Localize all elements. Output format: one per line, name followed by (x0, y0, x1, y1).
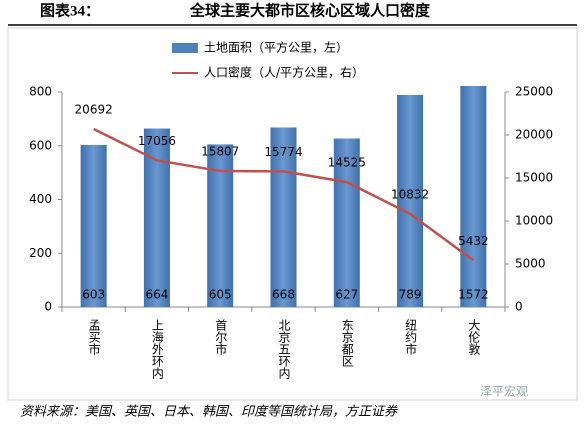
y2-tick-label: 5000 (515, 257, 546, 271)
point-label: 17056 (138, 134, 176, 148)
x-tick-label: 大伦敦 (467, 319, 481, 356)
y-tick-label: 0 (44, 300, 52, 314)
bar-label: 627 (335, 288, 358, 302)
point-label: 15774 (264, 145, 302, 159)
x-tick-label: 北京五环内 (277, 319, 291, 379)
bar (143, 128, 170, 307)
bar (80, 144, 107, 307)
x-tick-label: 首尔市 (214, 319, 228, 355)
bar-label: 603 (82, 288, 105, 302)
bar (460, 86, 487, 307)
bar (333, 138, 360, 307)
bar-label: 668 (272, 288, 295, 302)
figure-title: 全球主要大都市区核心区域人口密度 (189, 1, 431, 19)
point-label: 14525 (328, 156, 366, 170)
figure-label: 图表34： (40, 1, 100, 19)
line (93, 127, 475, 262)
x-tick-label: 上海外环内 (150, 319, 164, 379)
bar (270, 127, 297, 307)
chart-frame (7, 27, 578, 401)
x-tick-label: 孟买市 (87, 319, 101, 355)
y2-tick-label: 20000 (515, 128, 553, 142)
point-label: 10832 (391, 187, 429, 201)
legend-label: 人口密度（人/平方公里，右） (204, 65, 364, 80)
y2-tick-label: 15000 (515, 171, 553, 185)
point-label: 5432 (458, 234, 489, 248)
bar-label: 664 (145, 288, 168, 302)
y-tick-label: 400 (29, 192, 52, 206)
y-tick-label: 600 (29, 138, 52, 152)
y2-tick-label: 25000 (515, 85, 553, 99)
x-tick-label: 纽约市 (404, 319, 418, 355)
bar (397, 94, 424, 307)
bar-label: 605 (209, 288, 232, 302)
bar-label: 789 (399, 288, 422, 302)
y-tick-label: 800 (29, 85, 52, 99)
y-tick-label: 200 (29, 246, 52, 260)
point-label: 20692 (75, 103, 113, 117)
source: 资料来源：美国、英国、日本、韩国、印度等国统计局，方正证券 (20, 405, 398, 420)
watermark: 泽平宏观 (480, 384, 528, 399)
legend-label: 土地面积（平方公里，左） (204, 40, 348, 55)
bar-label: 1572 (458, 288, 489, 302)
x-tick-label: 东京都区 (340, 319, 354, 367)
point-label: 15807 (201, 145, 239, 159)
y2-tick-label: 0 (515, 300, 523, 314)
legend-swatch (172, 43, 198, 53)
plot-area (80, 86, 487, 307)
y2-tick-label: 10000 (515, 214, 553, 228)
